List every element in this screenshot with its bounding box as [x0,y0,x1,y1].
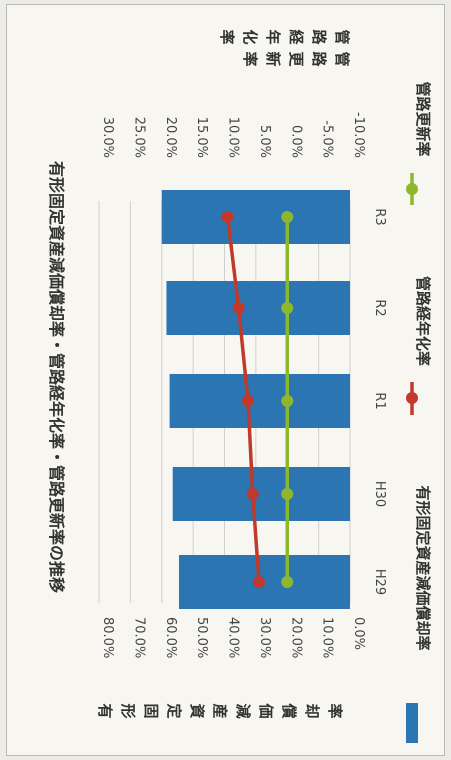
legend-swatch-marker [406,392,418,404]
legend-label: 管路経年化率 [414,276,432,366]
data-point [232,302,245,314]
data-point [281,576,294,588]
chart-title: 有形固定資産減価償却率・管路経年化率・管路更新率の推移 [47,161,66,593]
category-label: H29 [372,569,387,595]
data-point [281,488,294,500]
category-label: R3 [372,208,387,225]
bar [172,467,350,521]
chart-frame: 0.0% 10.0% 20.0% 30.0% 40.0% 50.0% 60.0% 70.0% 8… [6,4,445,756]
secondary-axis-label-char: 管 [333,51,351,66]
primary-axis-label: 有形固定資産減価償却率 [96,702,344,719]
secondary-tick-label: 0.0% [288,125,303,158]
legend-label: 管路更新率 [414,81,432,156]
primary-tick-label: 30.0% [257,617,272,658]
secondary-tick-label: 25.0% [131,117,146,158]
primary-tick-label: 60.0% [163,617,178,658]
data-point [246,488,259,500]
data-point [281,395,294,407]
secondary-tick-label: -10.0% [351,112,366,158]
legend-swatch-bar [406,703,418,743]
primary-axis-label-char: 価 [257,702,275,718]
secondary-axis-label-char: 新 [264,51,282,66]
category-label: R1 [372,392,387,409]
secondary-axis-label-char: 年 [264,29,282,44]
primary-axis-label-char: 定 [165,703,183,718]
data-point [221,211,234,223]
data-point [242,395,255,407]
primary-axis-label-char: 率 [326,703,344,718]
secondary-axis-label-char: 化 [241,29,259,44]
primary-tick-label: 80.0% [100,617,115,658]
primary-tick-label: 10.0% [320,617,335,658]
secondary-axis-label-char: 管 [333,29,351,44]
data-point [281,211,294,223]
secondary-tick-label: 5.0% [257,125,272,158]
primary-axis-label-char: 償 [280,702,298,719]
secondary-tick-label: 15.0% [194,117,209,158]
secondary-axis-label-char: 路 [310,51,328,67]
secondary-tick-label: 30.0% [100,117,115,158]
bar [166,281,350,335]
primary-tick-label: 40.0% [226,617,241,658]
primary-axis-label-char: 形 [119,703,137,718]
data-point [253,576,266,588]
legend-swatch-marker [406,183,418,195]
category-label: H30 [372,481,387,507]
secondary-axis-label-char: 率 [218,29,236,44]
primary-tick-label: 70.0% [131,617,146,658]
bar [161,190,350,244]
legend-label: 有形固定資産減価償却率 [414,485,432,650]
primary-axis-label-char: 減 [234,703,252,718]
secondary-axis-label-char: 経 [287,29,305,45]
secondary-axis-label-char: 路 [310,29,328,45]
bar [169,374,350,428]
primary-tick-label: 50.0% [194,617,209,658]
primary-axis-label-char: 却 [303,703,321,718]
primary-axis-label-char: 産 [211,703,229,718]
primary-tick-label: 20.0% [288,617,303,658]
primary-tick-label: 0.0% [351,617,366,650]
primary-axis-label-char: 有 [96,703,114,718]
secondary-tick-label: 20.0% [163,117,178,158]
secondary-axis-label-char: 更 [287,51,305,67]
secondary-tick-label: 10.0% [226,117,241,158]
secondary-axis-label-char: 率 [241,51,259,66]
primary-axis-label-char: 固 [142,703,160,718]
secondary-tick-label: -5.0% [320,120,335,158]
chart: 0.0% 10.0% 20.0% 30.0% 40.0% 50.0% 60.0% 70.0% 8… [47,29,432,743]
data-point [281,302,294,314]
primary-axis-label-char: 資 [188,703,206,718]
category-label: R2 [372,299,387,316]
